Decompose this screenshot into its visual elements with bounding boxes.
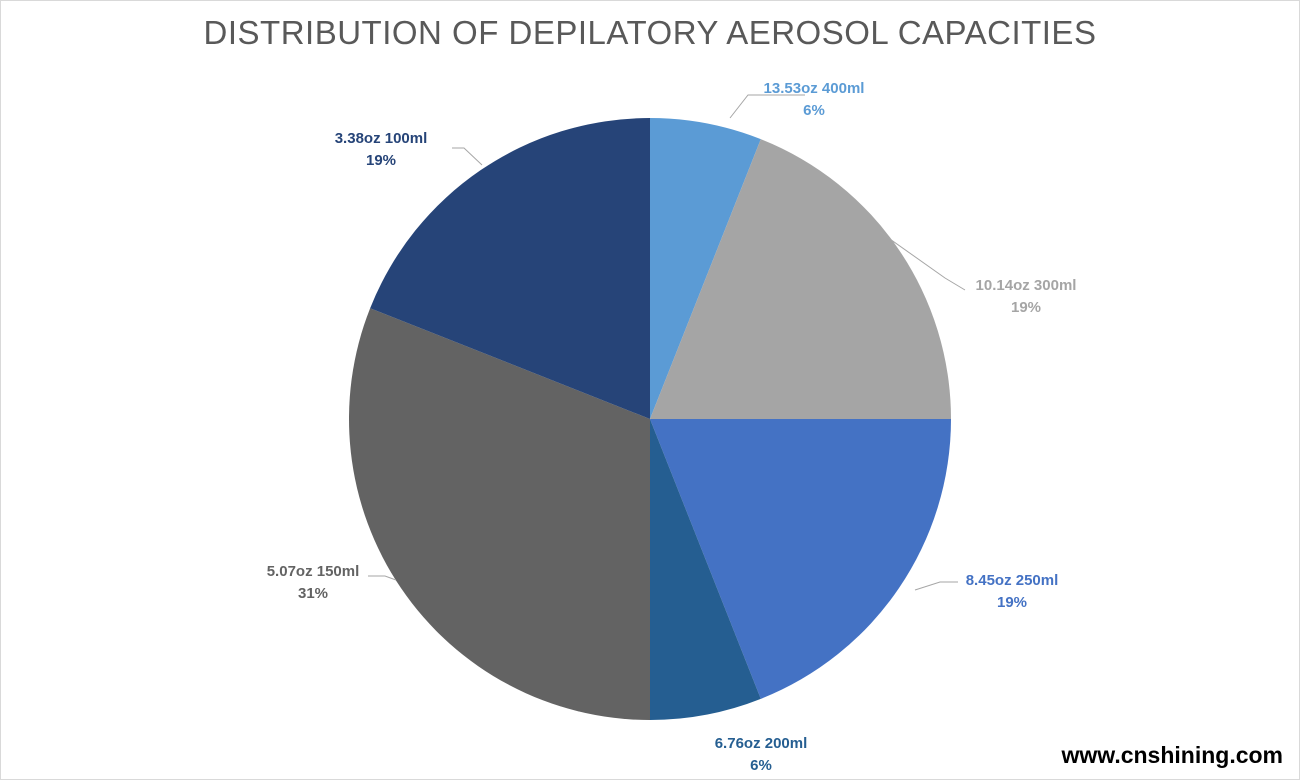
pie-slice-4 — [650, 419, 761, 720]
leader-line-3 — [914, 581, 958, 591]
slice-label-2: 10.14oz 300ml — [976, 277, 1077, 294]
slice-label-3: 8.45oz 250ml — [966, 572, 1059, 589]
pie-slice-3 — [650, 419, 951, 699]
leader-line-6 — [452, 147, 483, 166]
pie-slice-6 — [370, 118, 650, 419]
slice-percent-1: 6% — [803, 102, 825, 119]
pie-slices — [349, 118, 951, 720]
slice-percent-4: 6% — [750, 757, 772, 774]
chart-title: DISTRIBUTION OF DEPILATORY AEROSOL CAPAC… — [203, 14, 1097, 51]
slice-label-5: 5.07oz 150ml — [267, 563, 360, 580]
slice-percent-2: 19% — [1011, 299, 1041, 316]
leader-lines — [368, 94, 966, 591]
leader-line-2 — [879, 231, 966, 291]
slice-label-1: 13.53oz 400ml — [764, 80, 865, 97]
leader-line-5 — [368, 575, 397, 581]
slice-percent-3: 19% — [997, 594, 1027, 611]
slice-percent-5: 31% — [298, 585, 328, 602]
pie-slice-5 — [349, 308, 650, 720]
slice-label-4: 6.76oz 200ml — [715, 735, 808, 752]
leader-line-1 — [729, 94, 805, 119]
watermark-text: www.cnshining.com — [1061, 742, 1284, 768]
pie-slice-1 — [650, 118, 761, 419]
slice-labels: 13.53oz 400ml 6% 10.14oz 300ml 19% 8.45oz 25… — [267, 80, 1077, 774]
slice-label-6: 3.38oz 100ml — [335, 130, 428, 147]
slice-percent-6: 19% — [366, 152, 396, 169]
pie-slice-2 — [650, 139, 951, 420]
